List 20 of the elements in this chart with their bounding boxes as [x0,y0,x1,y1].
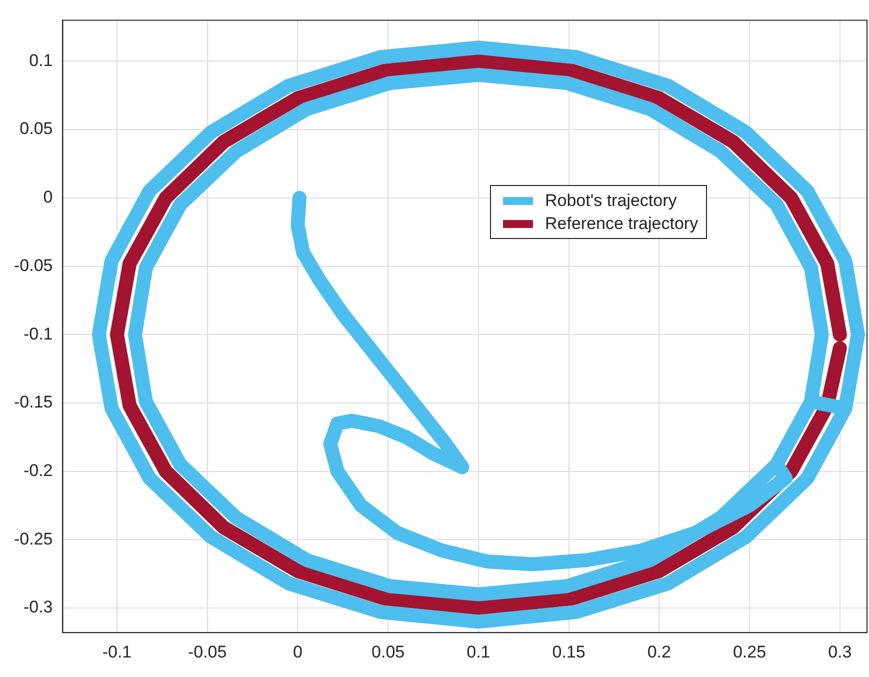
y-tick-label: 0.05 [20,119,53,138]
legend-label: Robot's trajectory [545,190,677,211]
x-tick-label: 0.3 [828,642,852,662]
y-tick-label: -0.1 [23,324,53,344]
x-tick-label: 0 [292,642,302,662]
y-tick-label: -0.05 [14,256,53,275]
y-tick-label: 0 [43,188,53,207]
x-tick-label: 0.1 [466,642,490,662]
x-tick-label: 0.05 [372,642,405,662]
x-tick-label: 0.2 [647,642,671,662]
y-tick-label: -0.25 [14,529,53,548]
x-tick-label: -0.1 [102,642,132,662]
y-tick-label: -0.15 [14,392,53,412]
x-tick-label: 0.25 [732,642,766,662]
y-tick-label: -0.3 [23,598,53,617]
legend-label: Reference trajectory [545,214,698,234]
y-tick-label: -0.2 [23,460,53,480]
x-tick-label: -0.05 [188,642,227,662]
x-tick-label: 0.15 [552,642,586,662]
y-tick-label: 0.1 [29,50,53,70]
